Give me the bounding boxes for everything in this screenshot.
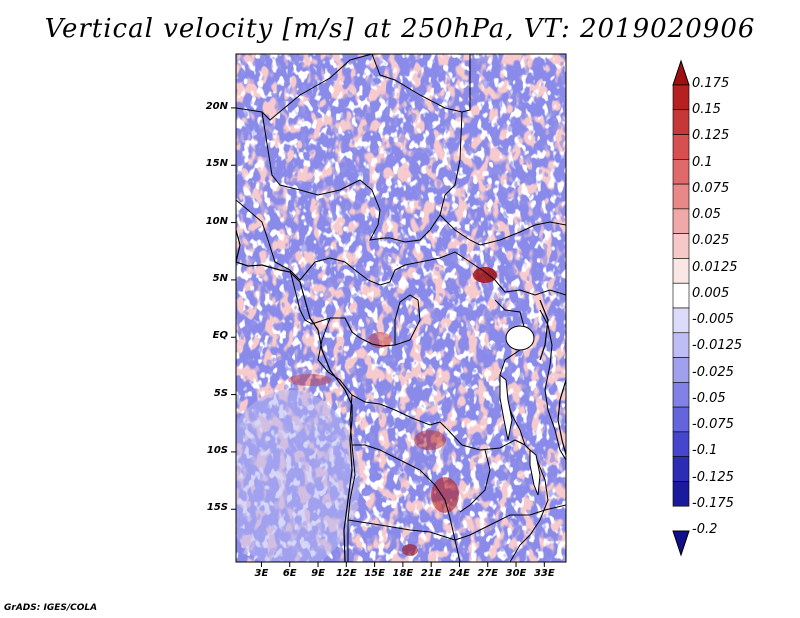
lon-label: 18E [392, 568, 414, 579]
lat-label: 15N [205, 158, 228, 170]
colorbar-label: 0.125 [692, 128, 730, 144]
colorbar-label: -0.125 [692, 469, 734, 485]
lake-tanganyika [499, 373, 513, 441]
country-borders [236, 54, 566, 562]
hotspot-cell [414, 430, 446, 450]
colorbar-box [672, 357, 690, 383]
colorbar-label: 0.15 [692, 102, 721, 118]
hotspot-cell [431, 477, 459, 513]
colorbar-label: -0.1 [692, 443, 718, 459]
colorbar-box [672, 456, 690, 482]
colorbar-bottom-arrow [672, 530, 690, 557]
lon-label: 33E [533, 568, 555, 579]
lat-label: 5N [212, 272, 228, 284]
lake-malawi [529, 448, 541, 496]
colorbar-label: 0.005 [692, 285, 730, 301]
colorbar-box [672, 233, 690, 259]
colorbar-box [672, 109, 690, 135]
lat-label: 20N [205, 100, 228, 112]
lat-label: 10S [206, 444, 228, 456]
lakes [499, 325, 541, 496]
colorbar-box [672, 332, 690, 358]
colorbar-label: -0.05 [692, 390, 726, 406]
lon-label: 15E [364, 568, 385, 579]
plot-frame [235, 53, 567, 563]
lon-ticks [260, 562, 545, 567]
lon-label: 30E [505, 568, 527, 579]
ocean-smooth-region [236, 390, 360, 562]
colorbar-box [672, 382, 690, 408]
colorbar-label: -0.2 [692, 522, 718, 537]
colorbar-box [672, 258, 690, 284]
colorbar-box [672, 282, 690, 309]
colorbar-box [672, 481, 690, 507]
lat-label: 15S [206, 502, 228, 514]
hotspot-cell [402, 544, 418, 556]
hotspot-cell [473, 267, 497, 283]
lat-label: 10N [205, 215, 228, 227]
lon-label: 3E [254, 568, 269, 579]
colorbar-top-arrow [672, 59, 690, 86]
colorbar-label: 0.075 [692, 180, 730, 196]
colorbar-label: 0.025 [692, 233, 730, 249]
colorbar-box [672, 307, 690, 334]
colorbar-label: -0.025 [692, 364, 734, 380]
lon-label: 9E [311, 568, 325, 579]
map-title: Vertical velocity [m/s] at 250hPa, VT: 2… [44, 14, 756, 44]
colorbar-label: -0.075 [692, 417, 734, 433]
lon-label: 12E [335, 568, 357, 579]
colorbar-box [672, 183, 690, 210]
lat-ticks [231, 107, 236, 510]
hotspot-cell [288, 374, 332, 386]
coastline [236, 229, 566, 562]
lake-victoria [505, 325, 535, 351]
colorbar-label: 0.175 [692, 76, 730, 91]
colorbar-box [672, 406, 690, 433]
velocity-field [236, 54, 566, 562]
colorbar-box [672, 431, 690, 457]
lon-label: 27E [477, 568, 499, 579]
lat-label: EQ [212, 330, 228, 342]
grads-credit: GrADS: IGES/COLA [4, 603, 98, 613]
colorbar-box [672, 84, 690, 111]
lon-label: 24E [449, 568, 470, 579]
colorbar-label: 0.1 [692, 154, 713, 170]
lon-label: 6E [282, 568, 297, 579]
colorbar-label: -0.175 [692, 495, 734, 511]
lat-label: 5S [213, 387, 228, 399]
colorbar [672, 59, 690, 557]
lon-label: 21E [420, 568, 442, 579]
colorbar-label: 0.0125 [692, 259, 738, 275]
colorbar-box [672, 208, 690, 234]
colorbar-label: -0.005 [692, 312, 734, 328]
colorbar-label: -0.0125 [692, 338, 743, 354]
colorbar-box [672, 134, 690, 160]
colorbar-label: 0.05 [692, 207, 721, 223]
colorbar-box [672, 159, 690, 185]
